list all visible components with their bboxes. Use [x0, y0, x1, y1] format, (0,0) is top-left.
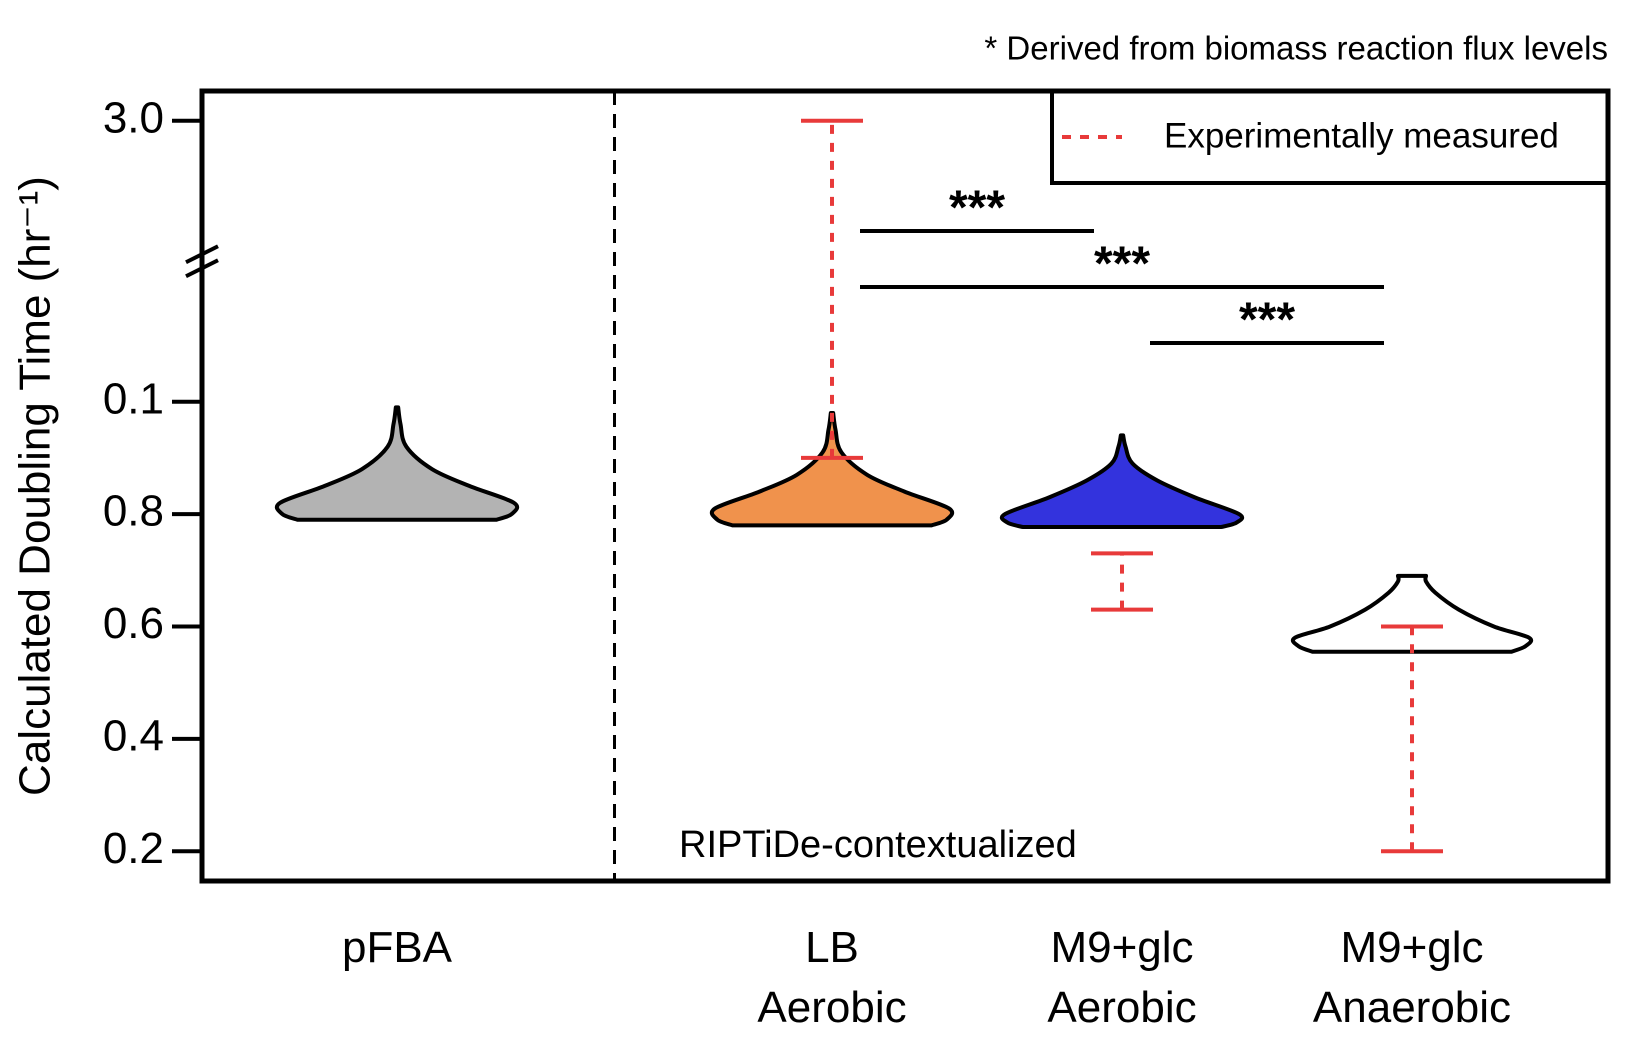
- significance-label: ***: [1239, 294, 1295, 347]
- violin: [999, 433, 1245, 530]
- note: * Derived from biomass reaction flux lev…: [984, 30, 1608, 67]
- x-tick-label: M9+glc Aerobic: [1047, 923, 1196, 1032]
- significance-label: ***: [1094, 238, 1150, 291]
- y-tick-label: 0.8: [103, 487, 164, 536]
- y-tick-label: 0.6: [103, 599, 164, 648]
- y-axis-label: Calculated Doubling Time (hr⁻¹): [11, 176, 60, 796]
- plot-frame: [199, 88, 1611, 884]
- y-tick-label: 0.1: [103, 374, 164, 423]
- y-tick-label: 3.0: [103, 93, 164, 142]
- violin: [274, 405, 520, 522]
- annotation: RIPTiDe-contextualized: [679, 824, 1077, 866]
- x-tick-label: pFBA: [342, 923, 453, 972]
- x-tick-label: LB Aerobic: [757, 923, 906, 1032]
- violin: [709, 410, 955, 528]
- y-tick-label: 0.4: [103, 711, 164, 760]
- significance-label: ***: [949, 182, 1005, 235]
- legend-label: Experimentally measured: [1164, 116, 1559, 155]
- y-tick-label: 0.2: [103, 824, 164, 873]
- x-tick-label: M9+glc Anaerobic: [1313, 923, 1511, 1032]
- violin: [1290, 573, 1534, 654]
